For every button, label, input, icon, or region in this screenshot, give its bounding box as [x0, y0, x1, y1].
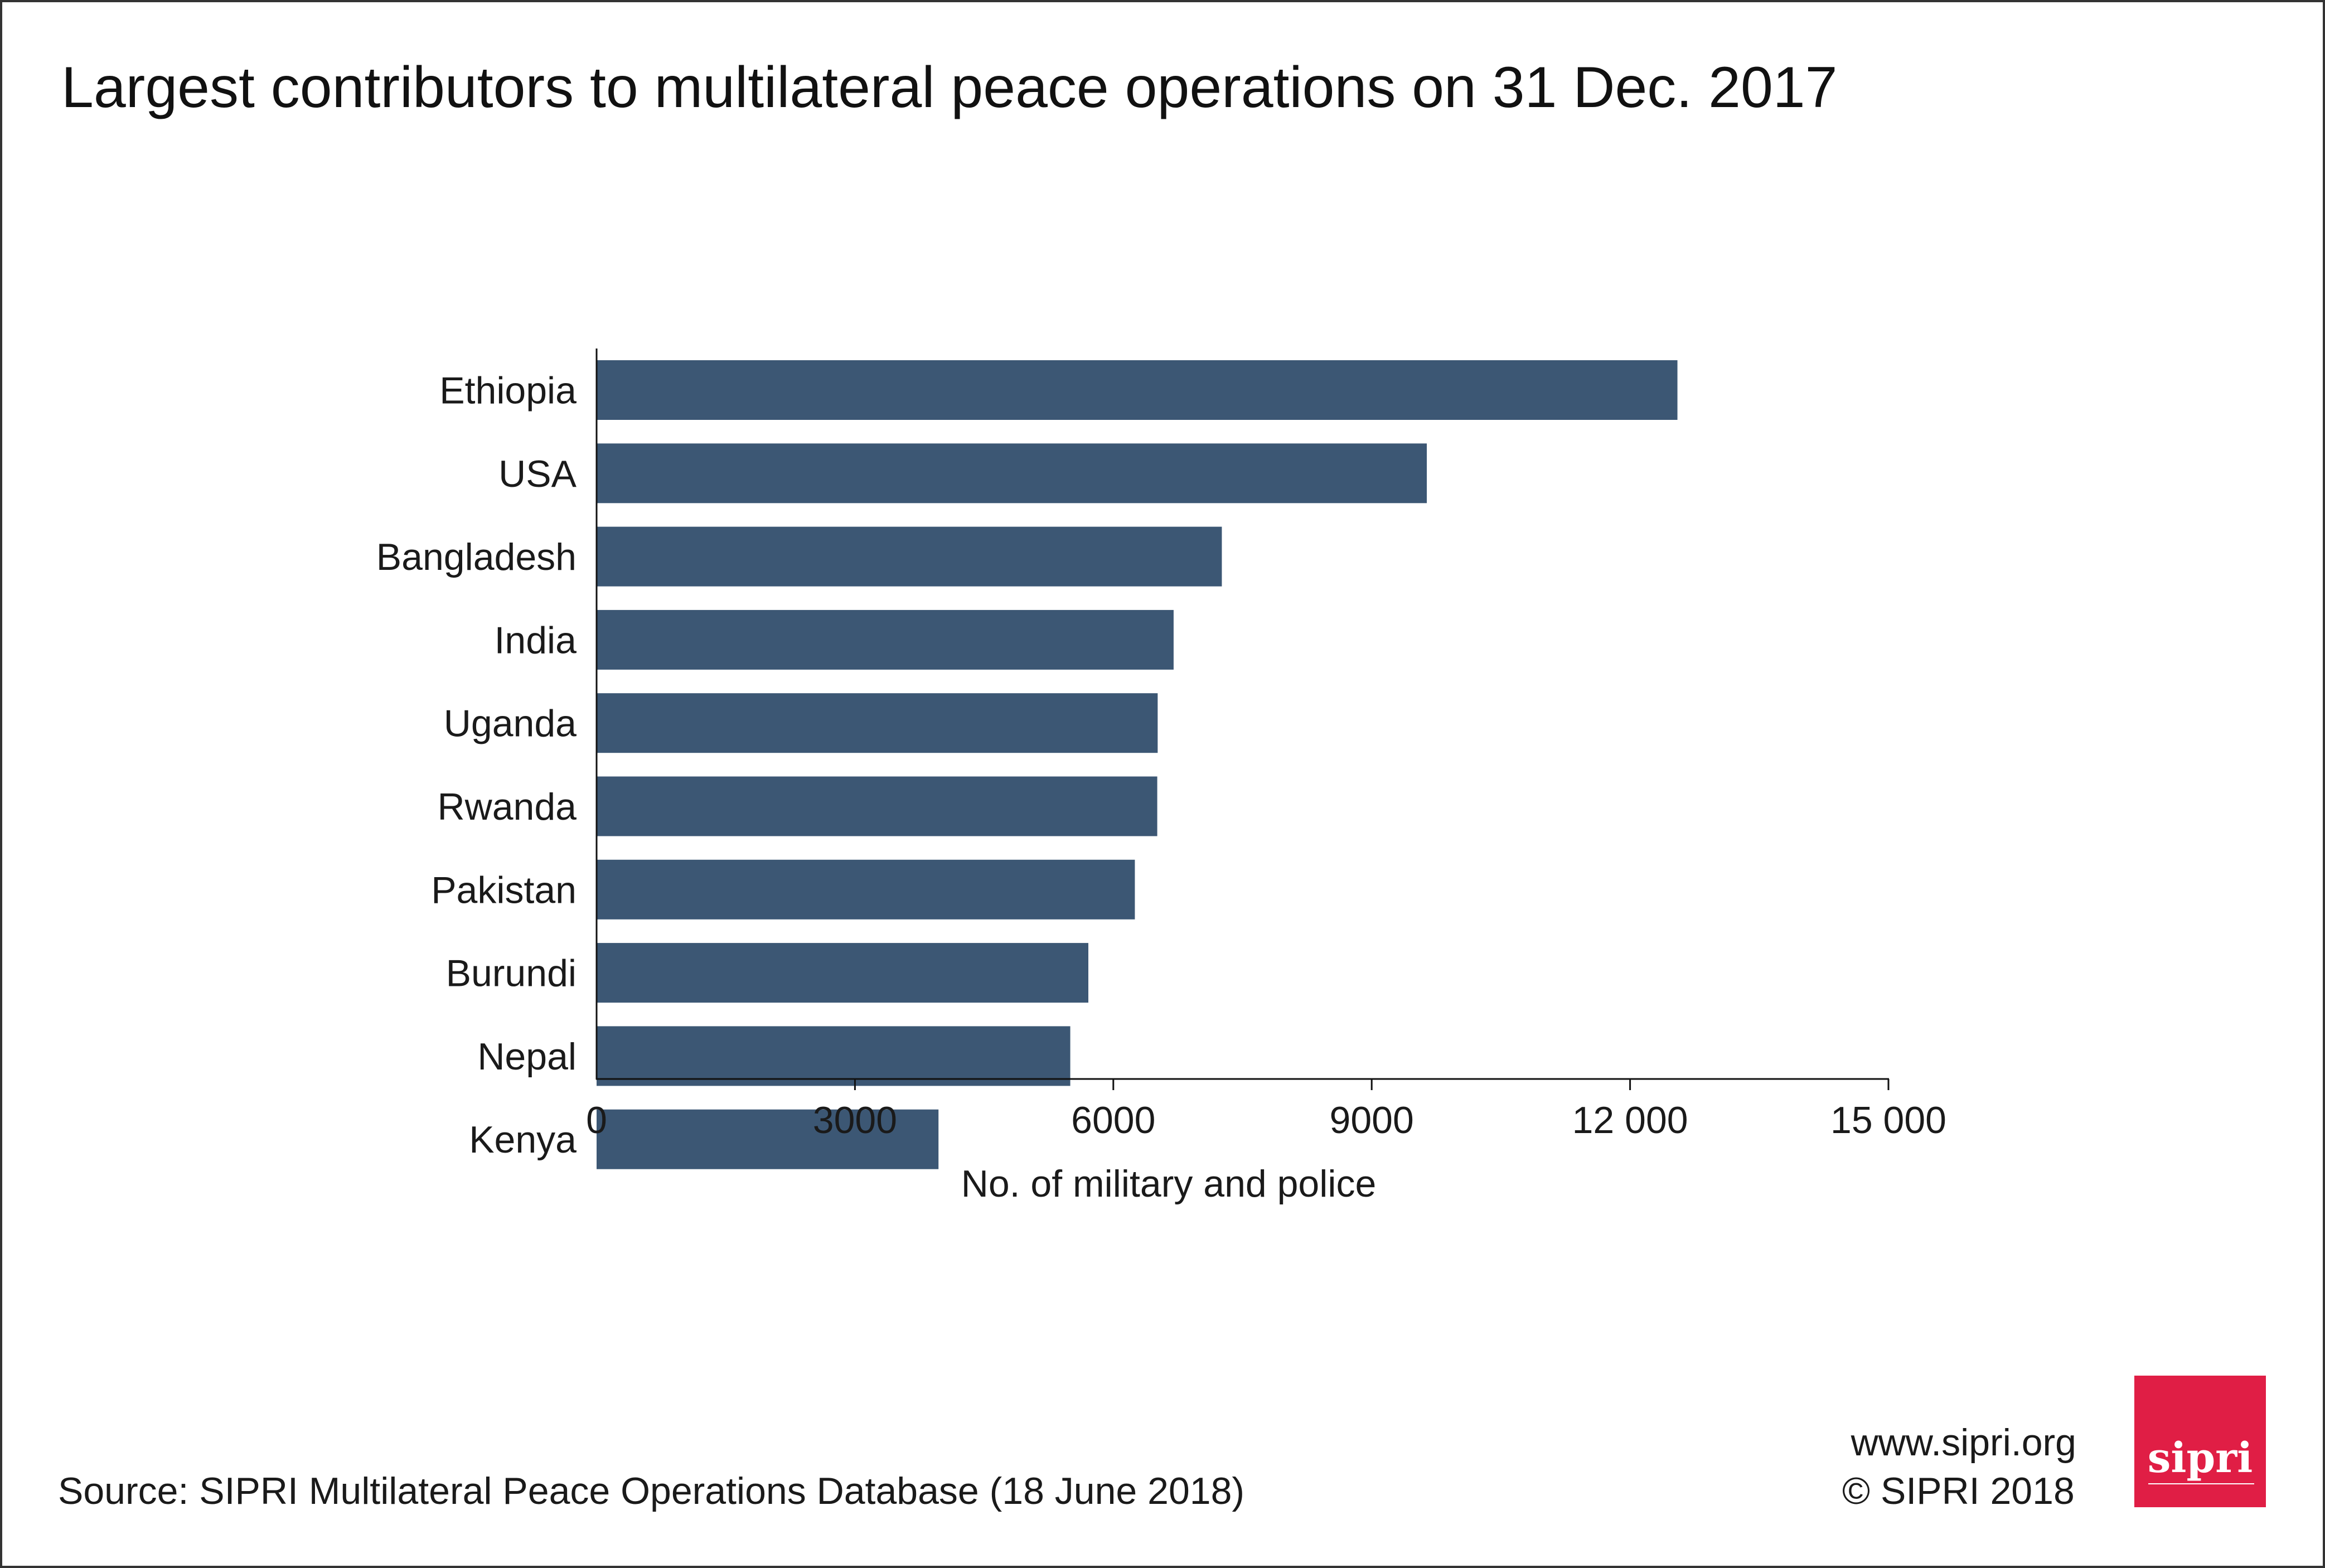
x-tick-label: 9000: [1330, 1099, 1414, 1141]
category-labels: Ethiopia USA Bangladesh India Uganda Rwanda Pa…: [376, 370, 577, 1162]
bar-bangladesh: [597, 526, 1222, 587]
x-tick-label: 3000: [813, 1099, 897, 1141]
bar-rwanda: [597, 776, 1157, 836]
x-axis-ticks: 0 3000 6000 9000 12 000 15 000: [586, 1079, 1946, 1141]
bar-burundi: [597, 943, 1089, 1003]
copyright: © SIPRI 2018: [1842, 1470, 2075, 1512]
bar-uganda: [597, 693, 1158, 753]
bar-pakistan: [597, 859, 1135, 919]
category-label: Rwanda: [438, 786, 577, 828]
bar-kenya: [597, 1109, 939, 1169]
x-axis-label: No. of military and police: [961, 1163, 1377, 1205]
chart-title: Largest contributors to multilateral pea…: [61, 55, 1837, 120]
bar-ethiopia: [597, 360, 1678, 420]
source-note: Source: SIPRI Multilateral Peace Operati…: [58, 1470, 1244, 1512]
website-link[interactable]: www.sipri.org: [1851, 1421, 2076, 1464]
logo-background: [2134, 1376, 2266, 1507]
category-label: India: [495, 619, 577, 661]
bar-india: [597, 609, 1174, 670]
category-label: Burundi: [446, 952, 577, 995]
bar-nepal: [597, 1026, 1071, 1086]
x-tick-label: 12 000: [1572, 1099, 1688, 1141]
x-tick-label: 6000: [1071, 1099, 1155, 1141]
x-tick-label: 0: [586, 1099, 607, 1141]
category-label: Kenya: [469, 1119, 577, 1161]
category-label: USA: [498, 453, 577, 495]
logo-text: sipri: [2148, 1434, 2253, 1482]
category-label: Nepal: [477, 1035, 577, 1078]
category-label: Pakistan: [431, 869, 577, 911]
category-label: Bangladesh: [376, 536, 577, 578]
bars-group: [597, 360, 1678, 1169]
x-tick-label: 15 000: [1830, 1099, 1946, 1141]
sipri-logo: sipri: [2134, 1376, 2266, 1507]
category-label: Uganda: [444, 703, 577, 745]
category-label: Ethiopia: [439, 370, 577, 412]
bar-usa: [597, 443, 1427, 504]
